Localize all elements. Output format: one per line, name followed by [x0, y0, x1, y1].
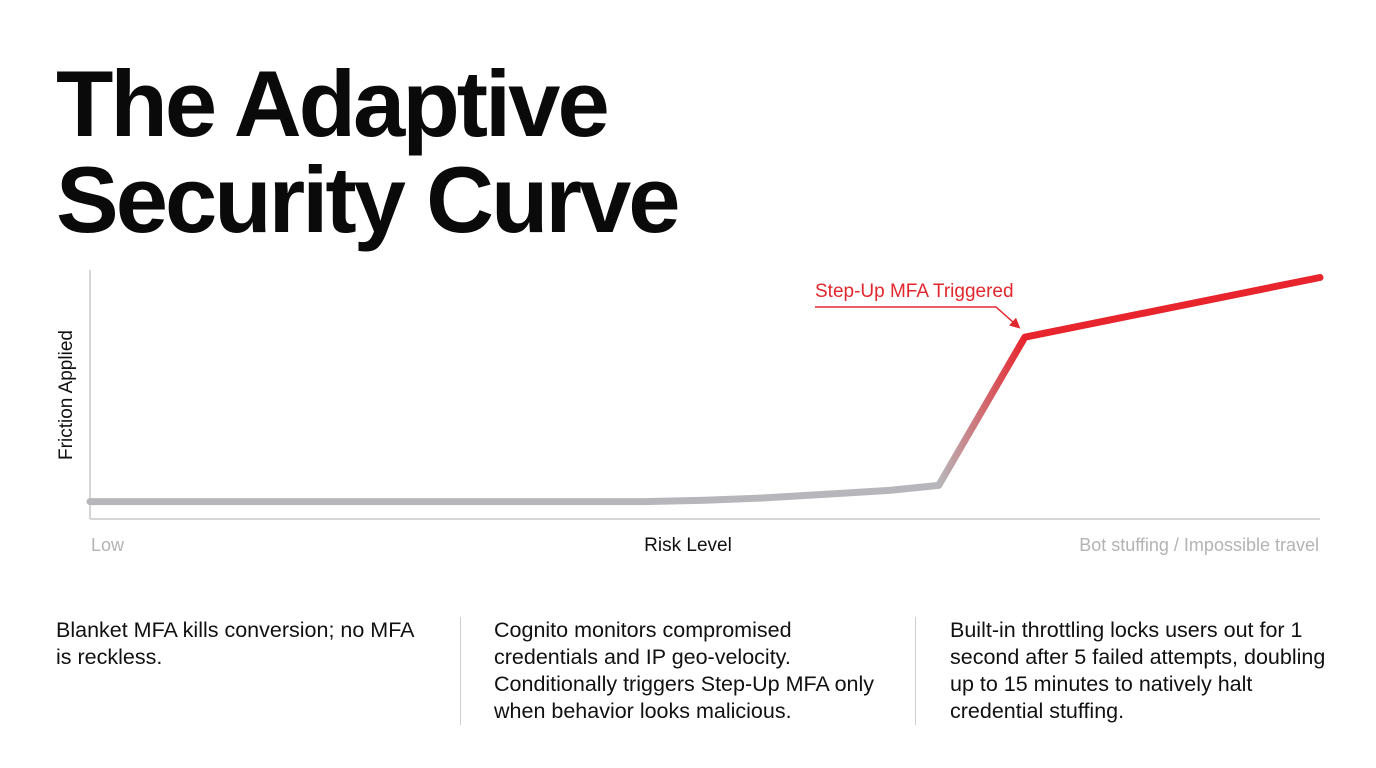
column-cognito-monitoring: Cognito monitors compromised credentials…	[494, 618, 875, 723]
annotation-step-up-mfa: Step-Up MFA Triggered	[815, 281, 1014, 302]
x-tick-low: Low	[91, 535, 125, 555]
column-divider	[460, 617, 461, 725]
series-line-friction	[86, 274, 1324, 506]
y-axis-label: Friction Applied	[56, 330, 77, 460]
x-axis-label: Risk Level	[644, 535, 732, 556]
explanation-columns: Blanket MFA kills conversion; no MFA is …	[56, 617, 1326, 727]
column-divider	[915, 617, 916, 725]
title-line-1: The Adaptive	[56, 51, 610, 156]
x-tick-high: Bot stuffing / Impossible travel	[1079, 535, 1319, 555]
column-throttling: Built-in throttling locks users out for …	[950, 618, 1326, 723]
page-title: The Adaptive Security Curve	[56, 51, 681, 252]
column-no-mfa-problem: Blanket MFA kills conversion; no MFA is …	[56, 618, 414, 669]
adaptive-security-chart: Step-Up MFA Triggered Low Risk Level Bot…	[56, 270, 1324, 556]
title-line-2: Security Curve	[56, 147, 681, 252]
annotation-leader-arrow	[815, 306, 1021, 329]
